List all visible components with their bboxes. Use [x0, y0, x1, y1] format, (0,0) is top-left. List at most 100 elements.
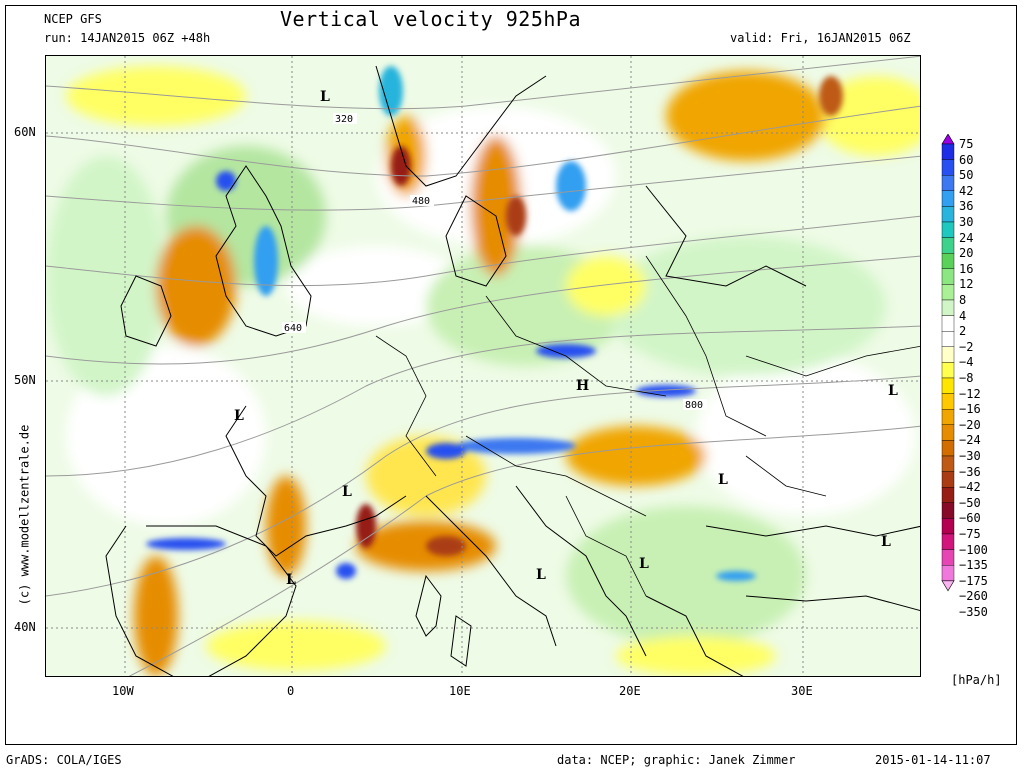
run-info: run: 14JAN2015 06Z +48h: [44, 31, 211, 45]
colorbar-tick-label: −100: [959, 542, 988, 557]
colorbar-swatch: [941, 471, 955, 488]
colorbar-swatch: [941, 237, 955, 254]
field-shading: [46, 66, 920, 676]
colorbar-swatch: [941, 284, 955, 301]
colorbar-tick-label: 12: [959, 277, 974, 292]
colorbar-swatch: [941, 440, 955, 457]
colorbar-tick-label: −36: [959, 464, 981, 479]
pressure-centers: L L L L L L L L L H: [234, 89, 898, 588]
colorbar-tick-label: −60: [959, 511, 981, 526]
colorbar-svg: [941, 134, 955, 592]
colorbar-tick-label: 20: [959, 246, 974, 261]
lon-label-10e: 10E: [449, 684, 471, 698]
colorbar-swatch: [941, 377, 955, 394]
colorbar-arrow-bottom: [941, 580, 955, 592]
figure-frame: [5, 5, 1017, 745]
colorbar-tick-label: −30: [959, 449, 981, 463]
low-center: L: [234, 408, 244, 424]
watermark: (c) www.modellzentrale.de: [17, 424, 32, 606]
lon-label-10w: 10W: [112, 684, 134, 698]
colorbar-tick-label: −175: [959, 573, 988, 588]
colorbar-swatch: [941, 190, 955, 207]
colorbar-tick-label: 2: [959, 324, 967, 339]
colorbar-tick-label: −8: [959, 371, 974, 385]
colorbar-swatch: [941, 268, 955, 285]
contour-labels: 320 480 640 800: [282, 113, 707, 411]
colorbar-swatch: [941, 221, 955, 238]
low-center: L: [342, 484, 352, 500]
colorbar-swatch: [941, 409, 955, 426]
colorbar-tick-label: 50: [959, 168, 974, 183]
colorbar-tick-label: −2: [959, 339, 974, 354]
colorbar-swatch: [941, 330, 955, 347]
colorbar-tick-label: −350: [959, 605, 988, 619]
colorbar-tick-label: 24: [959, 230, 974, 245]
contour-label-640: 640: [284, 323, 302, 334]
colorbar-swatch: [941, 252, 955, 269]
colorbar-tick-label: 8: [959, 293, 967, 307]
colorbar-swatch: [941, 159, 955, 176]
colorbar-tick-label: 16: [959, 261, 974, 276]
country-borders: [375, 255, 920, 597]
high-center: H: [576, 378, 589, 394]
colorbar-swatch: [941, 143, 955, 160]
coastlines: [105, 65, 920, 676]
colorbar-swatch: [941, 315, 955, 332]
low-center: L: [881, 534, 891, 550]
map-panel: 320 480 640 800 L L L L L L L L L H: [45, 55, 921, 677]
colorbar-swatch: [941, 502, 955, 519]
colorbar-tick-label: −16: [959, 402, 981, 417]
footer-timestamp: 2015-01-14-11:07: [875, 753, 991, 767]
footer-credits: data: NCEP; graphic: Janek Zimmer: [557, 753, 796, 767]
low-center: L: [320, 89, 330, 105]
lat-label-60n: 60N: [14, 125, 36, 139]
colorbar-arrow-top: [941, 134, 955, 145]
field-cores: [146, 66, 843, 581]
colorbar-tick-label: 36: [959, 199, 974, 214]
footer-software: GrADS: COLA/IGES: [6, 753, 122, 767]
colorbar-tick-label: 60: [959, 152, 974, 167]
contour-label-320: 320: [335, 114, 353, 125]
low-center: L: [718, 472, 728, 488]
valid-time: valid: Fri, 16JAN2015 06Z: [730, 31, 911, 45]
contour-label-800: 800: [685, 400, 703, 411]
colorbar-swatch: [941, 393, 955, 410]
colorbar-tick-label: 75: [959, 137, 974, 151]
map-title: Vertical velocity 925hPa: [280, 7, 581, 31]
contour-label-480: 480: [412, 196, 430, 207]
colorbar-swatch: [941, 175, 955, 192]
low-center: L: [639, 556, 649, 572]
low-center: L: [286, 572, 296, 588]
colorbar-swatch: [941, 206, 955, 223]
colorbar-tick-label: −42: [959, 480, 981, 495]
colorbar-swatch: [941, 533, 955, 550]
model-name: NCEP GFS: [44, 12, 102, 26]
colorbar-swatch: [941, 455, 955, 472]
lon-label-20e: 20E: [619, 684, 641, 698]
colorbar-tick-label: −260: [959, 589, 988, 604]
colorbar-swatch: [941, 565, 955, 582]
lat-label-50n: 50N: [14, 373, 36, 387]
lat-label-40n: 40N: [14, 620, 36, 634]
colorbar-swatch: [941, 346, 955, 363]
colorbar-swatch: [941, 518, 955, 535]
colorbar-tick-label: 42: [959, 183, 974, 198]
contour-lines: [46, 56, 920, 676]
lon-label-30e: 30E: [791, 684, 813, 698]
colorbar-tick-label: −50: [959, 495, 981, 510]
low-center: L: [536, 567, 546, 583]
colorbar-tick-label: −135: [959, 558, 988, 573]
colorbar-tick-label: 30: [959, 215, 974, 229]
colorbar-swatch: [941, 362, 955, 379]
colorbar-tick-label: −4: [959, 355, 974, 370]
unit-label: [hPa/h]: [951, 673, 1002, 687]
low-center: L: [888, 383, 898, 399]
colorbar-swatch: [941, 549, 955, 566]
colorbar-swatch: [941, 424, 955, 441]
graticule: [46, 56, 920, 676]
colorbar-tick-label: −75: [959, 527, 981, 541]
colorbar-tick-label: −12: [959, 386, 981, 401]
colorbar-swatch: [941, 299, 955, 316]
map-svg: 320 480 640 800 L L L L L L L L L H: [46, 56, 920, 676]
lon-label-0: 0: [287, 684, 295, 698]
